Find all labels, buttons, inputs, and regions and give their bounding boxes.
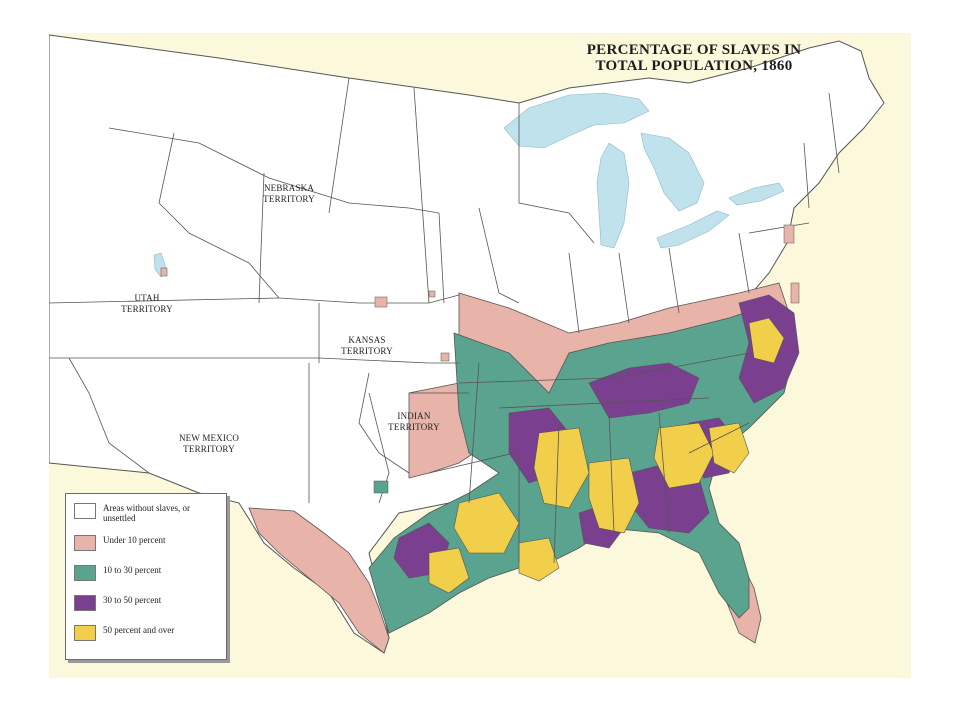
region-50-plus <box>428 317 785 594</box>
lake-michigan <box>596 142 630 249</box>
lake-superior <box>503 92 650 149</box>
label-indian-territory: INDIAN TERRITORY <box>388 411 440 432</box>
map-panel: PERCENTAGE OF SLAVES IN TOTAL POPULATION… <box>49 33 911 678</box>
legend-item-no-slaves: Areas without slaves, or unsettled <box>74 503 218 523</box>
small-regions <box>160 224 800 494</box>
map-title-line1: PERCENTAGE OF SLAVES IN <box>586 42 802 58</box>
us-1860-slavery-map <box>49 34 885 654</box>
label-new-mexico-territory: NEW MEXICO TERRITORY <box>178 433 240 454</box>
legend-item-30-50: 30 to 50 percent <box>74 595 218 611</box>
lake-ontario <box>728 182 785 206</box>
legend-label: Under 10 percent <box>103 535 166 545</box>
state-borders <box>49 77 840 564</box>
legend-label: 50 percent and over <box>103 625 175 635</box>
legend-swatch <box>74 565 96 581</box>
label-utah-territory: UTAH TERRITORY <box>121 293 173 314</box>
lake-erie <box>656 210 730 249</box>
legend-swatch <box>74 535 96 551</box>
legend-swatch <box>74 625 96 641</box>
legend-swatch <box>74 595 96 611</box>
label-kansas-territory: KANSAS TERRITORY <box>341 335 393 356</box>
legend-label: 30 to 50 percent <box>103 595 162 605</box>
map-title: PERCENTAGE OF SLAVES IN TOTAL POPULATION… <box>559 42 829 74</box>
label-nebraska-territory: NEBRASKA TERRITORY <box>263 183 315 204</box>
lake-huron <box>640 132 705 212</box>
legend-item-50-plus: 50 percent and over <box>74 625 218 641</box>
map-title-line2: TOTAL POPULATION, 1860 <box>595 58 793 74</box>
great-lakes <box>153 92 785 278</box>
legend-swatch <box>74 503 96 519</box>
legend-item-10-30: 10 to 30 percent <box>74 565 218 581</box>
legend-label: 10 to 30 percent <box>103 565 162 575</box>
legend-item-under-10: Under 10 percent <box>74 535 218 551</box>
map-legend: Areas without slaves, or unsettled Under… <box>65 493 227 660</box>
texas-under-10 <box>248 507 390 654</box>
legend-label: Areas without slaves, or unsettled <box>103 503 190 523</box>
